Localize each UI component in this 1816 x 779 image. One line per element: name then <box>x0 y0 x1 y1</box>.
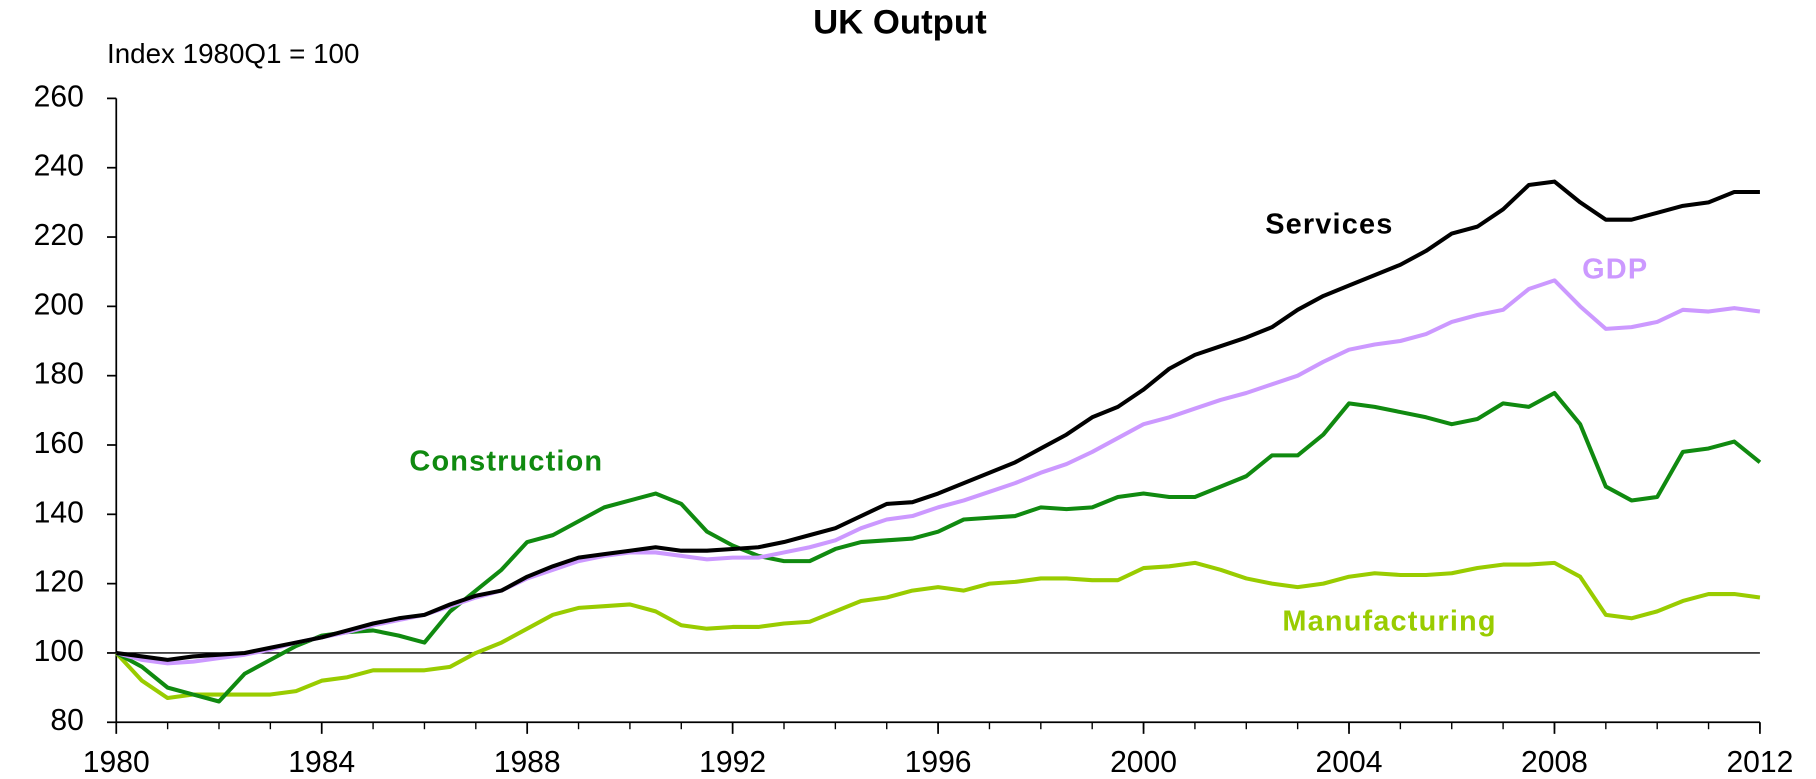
series-label: Construction <box>409 446 603 478</box>
series-line <box>114 560 1761 701</box>
x-tick-label: 1988 <box>494 746 561 779</box>
x-tick-label: 2008 <box>1521 746 1588 779</box>
series-label: Services <box>1265 208 1393 240</box>
chart-title: UK Output <box>813 3 987 41</box>
x-tick-label: 1980 <box>83 746 150 779</box>
x-tick-label: 2000 <box>1110 746 1177 779</box>
y-tick-label: 240 <box>34 150 84 183</box>
y-tick-label: 200 <box>34 288 84 321</box>
series-label: GDP <box>1582 253 1648 285</box>
series-line <box>115 278 1761 666</box>
y-tick-label: 120 <box>34 566 84 599</box>
x-tick-label: 2012 <box>1726 746 1793 779</box>
chart-subtitle: Index 1980Q1 = 100 <box>107 38 359 69</box>
series-line <box>115 179 1760 662</box>
series-label: Manufacturing <box>1282 605 1496 637</box>
y-tick-label: 80 <box>50 704 83 737</box>
x-tick-label: 1996 <box>905 746 972 779</box>
y-tick-label: 140 <box>34 496 84 529</box>
y-tick-label: 180 <box>34 358 84 391</box>
x-tick-label: 1992 <box>699 746 766 779</box>
y-tick-label: 220 <box>34 219 84 252</box>
y-tick-label: 260 <box>34 80 84 113</box>
x-tick-label: 1984 <box>288 746 355 779</box>
series-line <box>115 390 1762 704</box>
y-tick-label: 160 <box>34 427 84 460</box>
x-tick-label: 2004 <box>1316 746 1383 779</box>
y-tick-label: 100 <box>34 635 84 668</box>
